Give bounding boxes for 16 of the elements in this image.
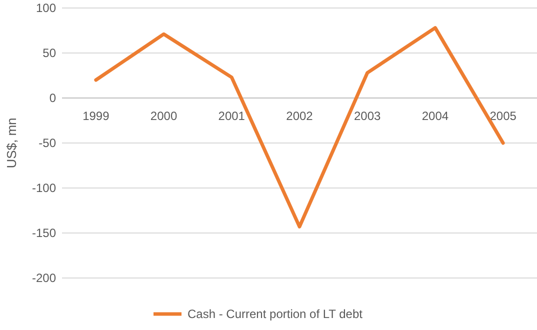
x-tick-label: 2000 bbox=[150, 109, 178, 123]
x-tick-label: 2005 bbox=[490, 109, 517, 123]
y-tick-label: -200 bbox=[32, 271, 56, 286]
x-tick-label: 2004 bbox=[422, 109, 449, 123]
y-tick-label: 0 bbox=[49, 91, 56, 106]
y-tick-label: -50 bbox=[38, 136, 56, 150]
legend-label: Cash - Current portion of LT debt bbox=[188, 307, 364, 322]
y-tick-label: 50 bbox=[42, 46, 56, 60]
y-tick-label: 100 bbox=[36, 1, 56, 16]
y-axis-title: US$, mn bbox=[4, 118, 19, 168]
x-tick-label: 2001 bbox=[218, 109, 246, 123]
y-tick-label: -150 bbox=[32, 226, 56, 240]
x-tick-label: 2003 bbox=[354, 109, 382, 123]
x-tick-label: 2002 bbox=[286, 109, 314, 123]
y-tick-label: -100 bbox=[32, 181, 56, 196]
x-tick-label: 1999 bbox=[82, 109, 110, 123]
